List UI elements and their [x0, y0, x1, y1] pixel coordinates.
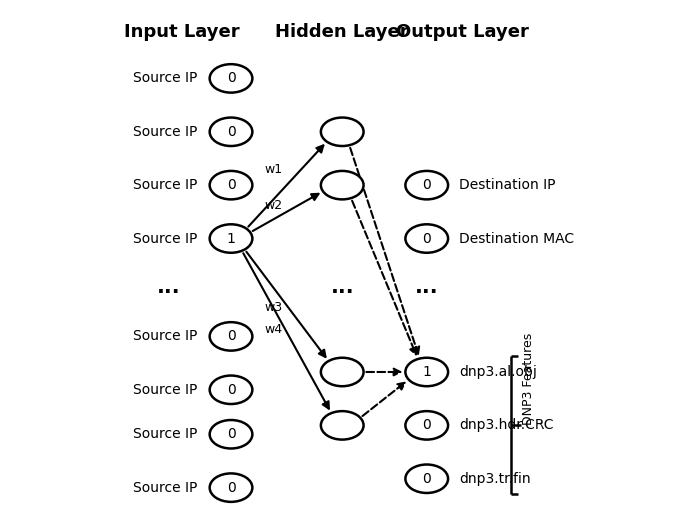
- Text: 0: 0: [226, 427, 235, 441]
- Text: dnp3.tr.fin: dnp3.tr.fin: [459, 472, 530, 485]
- Text: w1: w1: [265, 163, 282, 176]
- Text: 1: 1: [422, 365, 431, 379]
- Ellipse shape: [321, 117, 364, 146]
- Text: 0: 0: [422, 472, 431, 485]
- Text: 0: 0: [226, 329, 235, 343]
- Text: Source IP: Source IP: [133, 125, 198, 139]
- Ellipse shape: [209, 322, 252, 351]
- Text: dnp3.al.obj: dnp3.al.obj: [459, 365, 537, 379]
- Text: Source IP: Source IP: [133, 178, 198, 192]
- Ellipse shape: [209, 117, 252, 146]
- Ellipse shape: [209, 420, 252, 449]
- Text: ...: ...: [415, 278, 439, 298]
- Text: 0: 0: [226, 178, 235, 192]
- Text: DNP3 Features: DNP3 Features: [522, 333, 534, 426]
- Text: Source IP: Source IP: [133, 427, 198, 441]
- Text: Source IP: Source IP: [133, 231, 198, 246]
- Ellipse shape: [209, 376, 252, 404]
- Text: w2: w2: [265, 199, 282, 211]
- Ellipse shape: [405, 464, 448, 493]
- Text: Output Layer: Output Layer: [396, 23, 529, 41]
- Ellipse shape: [209, 473, 252, 502]
- Ellipse shape: [209, 64, 252, 93]
- Ellipse shape: [405, 224, 448, 253]
- Text: ...: ...: [157, 278, 181, 298]
- Ellipse shape: [405, 358, 448, 386]
- Text: Hidden Layer: Hidden Layer: [275, 23, 409, 41]
- Text: 0: 0: [422, 178, 431, 192]
- Text: Source IP: Source IP: [133, 72, 198, 85]
- Ellipse shape: [209, 224, 252, 253]
- Text: 0: 0: [226, 125, 235, 139]
- Ellipse shape: [405, 411, 448, 440]
- Ellipse shape: [321, 171, 364, 199]
- Text: Source IP: Source IP: [133, 481, 198, 494]
- Text: w4: w4: [265, 323, 282, 336]
- Text: Source IP: Source IP: [133, 329, 198, 343]
- Ellipse shape: [321, 411, 364, 440]
- Ellipse shape: [209, 171, 252, 199]
- Ellipse shape: [405, 171, 448, 199]
- Text: Destination MAC: Destination MAC: [459, 231, 574, 246]
- Text: 1: 1: [226, 231, 235, 246]
- Text: 0: 0: [226, 383, 235, 397]
- Text: dnp3.hdr.CRC: dnp3.hdr.CRC: [459, 418, 554, 432]
- Ellipse shape: [321, 358, 364, 386]
- Text: 0: 0: [226, 481, 235, 494]
- Text: 0: 0: [422, 418, 431, 432]
- Text: Destination IP: Destination IP: [459, 178, 556, 192]
- Text: ...: ...: [330, 278, 354, 298]
- Text: Input Layer: Input Layer: [124, 23, 240, 41]
- Text: 0: 0: [226, 72, 235, 85]
- Text: Source IP: Source IP: [133, 383, 198, 397]
- Text: 0: 0: [422, 231, 431, 246]
- Text: w3: w3: [265, 301, 282, 314]
